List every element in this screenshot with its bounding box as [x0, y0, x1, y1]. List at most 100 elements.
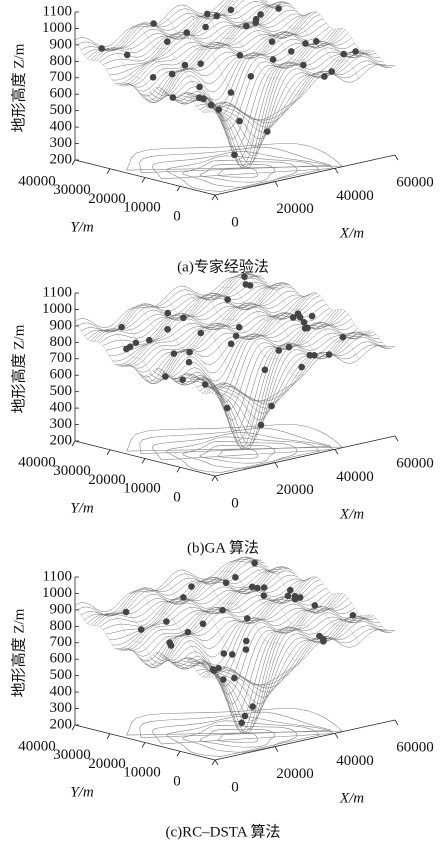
- z-tick-label: 1000: [42, 585, 72, 601]
- y-tick-label: 40000: [18, 454, 56, 470]
- surface-line: [94, 282, 274, 341]
- node-dot: [321, 73, 328, 80]
- caption: (c)RC–DSTA 算法: [165, 822, 280, 840]
- node-dot: [341, 51, 348, 58]
- node-dot: [285, 593, 292, 600]
- x-axis-label: X/m: [339, 790, 364, 806]
- node-dot: [340, 334, 347, 341]
- y-tick-label: 40000: [18, 738, 56, 754]
- surface-line: [193, 332, 373, 437]
- contour: [200, 446, 275, 464]
- node-dot: [252, 19, 259, 26]
- y-tick: [107, 169, 110, 174]
- node-dot: [231, 152, 238, 159]
- node-dot: [231, 675, 238, 682]
- x-tick-label: 60000: [396, 739, 434, 755]
- y-tick: [212, 195, 215, 200]
- node-dot: [286, 344, 293, 351]
- node-dot: [163, 618, 170, 625]
- z-tick-label: 300: [50, 700, 73, 716]
- contour: [183, 160, 298, 187]
- z-tick-label: 200: [50, 151, 73, 167]
- x-tick-label: 60000: [396, 455, 434, 471]
- node-dot: [258, 422, 265, 429]
- x-tick-label: 40000: [336, 753, 374, 769]
- node-dot: [186, 349, 193, 356]
- node-dot: [302, 40, 309, 47]
- node-dot: [123, 609, 130, 616]
- x-tick: [215, 195, 218, 200]
- node-dot: [275, 5, 282, 12]
- surface-line: [209, 342, 389, 404]
- node-dot: [242, 713, 249, 720]
- node-dot: [183, 29, 190, 36]
- y-tick-label: 40000: [18, 173, 56, 189]
- surface-line: [196, 51, 376, 147]
- node-dot: [165, 310, 172, 317]
- x-tick: [335, 733, 338, 738]
- z-tick-label: 300: [50, 135, 73, 151]
- x-tick-label: 0: [231, 214, 239, 230]
- node-dot: [297, 594, 304, 601]
- panel: 2003004005006007008009001000110002000040…: [10, 557, 433, 840]
- surface-line: [255, 275, 395, 348]
- node-dot: [200, 96, 207, 103]
- node-dot: [311, 352, 318, 359]
- node-dot: [295, 310, 302, 317]
- z-tick-label: 700: [50, 634, 73, 650]
- z-tick-label: 600: [50, 651, 73, 667]
- node-dot: [196, 84, 203, 91]
- z-tick-label: 900: [50, 317, 73, 333]
- z-tick-label: 500: [50, 667, 73, 683]
- node-dot: [300, 62, 307, 69]
- node-dot: [146, 337, 153, 344]
- panel: 2003004005006007008009001000110002000040…: [10, 0, 433, 275]
- surface-line: [81, 273, 261, 332]
- x-axis-label: X/m: [339, 506, 364, 522]
- surface-line: [199, 51, 379, 139]
- node-dot: [264, 128, 271, 135]
- z-tick-label: 800: [50, 618, 73, 634]
- y-tick: [142, 459, 145, 464]
- y-tick-label: 20000: [88, 756, 126, 772]
- node-dot: [243, 281, 250, 288]
- node-dot: [309, 313, 316, 320]
- z-tick-label: 800: [50, 334, 73, 350]
- surface-line: [91, 0, 271, 60]
- x-tick-label: 40000: [336, 469, 374, 485]
- node-dot: [249, 703, 256, 710]
- surface-line: [181, 329, 361, 447]
- node-dot: [288, 48, 295, 55]
- z-axis-label: 地形高度 Z/m: [10, 324, 27, 413]
- node-dot: [320, 636, 327, 643]
- node-dot: [198, 330, 205, 337]
- y-tick-label: 20000: [88, 191, 126, 207]
- y-tick-label: 0: [173, 208, 181, 224]
- node-dot: [261, 592, 268, 599]
- z-tick-label: 500: [50, 102, 73, 118]
- contour: [200, 730, 275, 748]
- z-tick-label: 1100: [43, 3, 72, 19]
- z-tick-label: 900: [50, 601, 73, 617]
- x-tick-label: 20000: [276, 766, 314, 782]
- surface-line: [112, 3, 292, 80]
- surface-line: [112, 284, 292, 361]
- node-dot: [221, 650, 228, 657]
- x-tick: [335, 168, 338, 173]
- contour: [200, 165, 275, 183]
- node-dot: [350, 612, 357, 619]
- node-dot: [261, 584, 268, 591]
- node-dot: [164, 38, 171, 45]
- node-dot: [270, 56, 277, 63]
- y-tick-label: 10000: [123, 481, 161, 497]
- node-dot: [276, 347, 283, 354]
- x-tick: [395, 720, 398, 725]
- node-dot: [243, 646, 250, 653]
- node-dot: [210, 666, 217, 673]
- y-tick: [72, 160, 75, 165]
- y-tick-label: 10000: [123, 765, 161, 781]
- x-tick: [275, 182, 278, 187]
- node-dot: [171, 350, 178, 357]
- z-tick-label: 500: [50, 383, 73, 399]
- node-dot: [216, 106, 223, 113]
